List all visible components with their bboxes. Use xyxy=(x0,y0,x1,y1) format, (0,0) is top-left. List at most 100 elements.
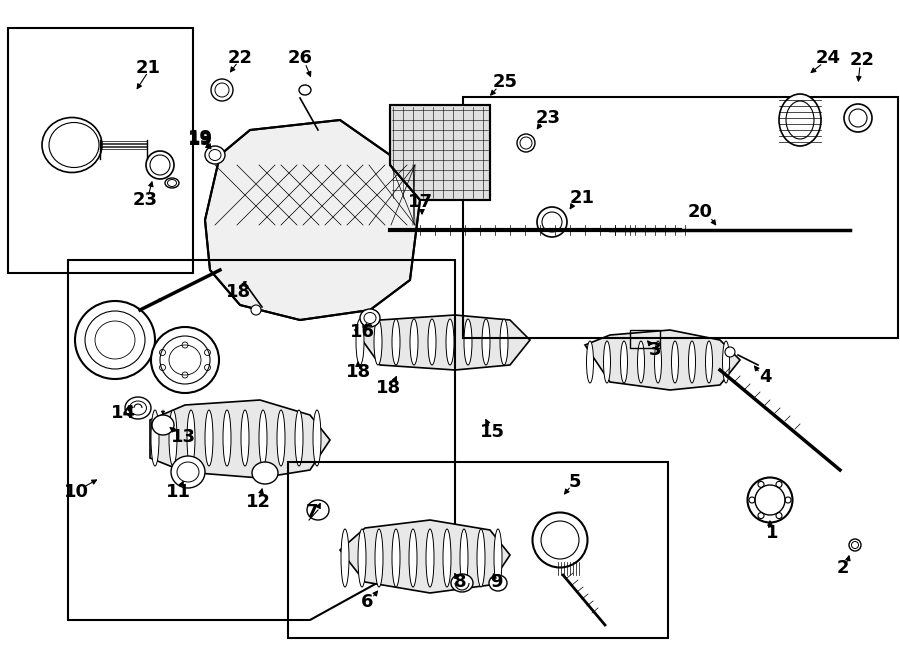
Ellipse shape xyxy=(604,341,610,383)
Ellipse shape xyxy=(299,85,311,95)
Ellipse shape xyxy=(150,155,170,175)
Ellipse shape xyxy=(482,319,490,365)
Ellipse shape xyxy=(165,178,179,188)
Text: 2: 2 xyxy=(837,559,850,577)
Ellipse shape xyxy=(211,79,233,101)
Ellipse shape xyxy=(464,319,472,365)
Ellipse shape xyxy=(460,529,468,587)
Ellipse shape xyxy=(779,94,821,146)
Ellipse shape xyxy=(725,347,735,357)
Polygon shape xyxy=(150,400,330,478)
Ellipse shape xyxy=(392,529,400,587)
Text: 23: 23 xyxy=(536,109,561,127)
Ellipse shape xyxy=(130,401,147,415)
Ellipse shape xyxy=(375,529,383,587)
Text: 18: 18 xyxy=(375,379,401,397)
Bar xyxy=(8,28,193,273)
Text: 4: 4 xyxy=(759,368,771,386)
Ellipse shape xyxy=(849,539,861,551)
Text: 24: 24 xyxy=(815,49,841,67)
Ellipse shape xyxy=(167,180,176,186)
Ellipse shape xyxy=(177,462,199,482)
Ellipse shape xyxy=(187,410,195,466)
Text: 13: 13 xyxy=(170,428,195,446)
Polygon shape xyxy=(340,520,510,593)
Ellipse shape xyxy=(49,122,99,167)
Ellipse shape xyxy=(620,341,627,383)
Text: 11: 11 xyxy=(166,483,191,501)
Ellipse shape xyxy=(160,336,210,384)
Text: 25: 25 xyxy=(492,73,517,91)
Ellipse shape xyxy=(311,125,319,141)
Ellipse shape xyxy=(169,410,177,466)
Ellipse shape xyxy=(215,83,229,97)
Ellipse shape xyxy=(313,410,321,466)
Ellipse shape xyxy=(392,319,400,365)
Text: 21: 21 xyxy=(136,59,160,77)
Ellipse shape xyxy=(849,109,867,127)
Ellipse shape xyxy=(844,104,872,132)
Ellipse shape xyxy=(85,311,145,369)
Ellipse shape xyxy=(520,137,532,149)
Ellipse shape xyxy=(209,149,221,161)
Ellipse shape xyxy=(477,529,485,587)
Text: 22: 22 xyxy=(228,49,253,67)
Ellipse shape xyxy=(42,118,102,173)
Ellipse shape xyxy=(426,529,434,587)
Text: 23: 23 xyxy=(132,191,157,209)
Ellipse shape xyxy=(541,521,579,559)
Ellipse shape xyxy=(723,341,730,383)
Ellipse shape xyxy=(671,341,679,383)
Ellipse shape xyxy=(146,151,174,179)
Ellipse shape xyxy=(259,410,267,466)
Ellipse shape xyxy=(360,309,380,327)
Text: 19: 19 xyxy=(187,129,212,147)
Ellipse shape xyxy=(171,456,205,488)
Ellipse shape xyxy=(341,529,349,587)
Ellipse shape xyxy=(277,410,285,466)
Ellipse shape xyxy=(223,410,231,466)
Ellipse shape xyxy=(205,410,213,466)
Ellipse shape xyxy=(500,319,508,365)
Text: 10: 10 xyxy=(64,483,88,501)
Text: 16: 16 xyxy=(349,323,374,341)
Ellipse shape xyxy=(151,327,219,393)
Ellipse shape xyxy=(517,134,535,152)
Polygon shape xyxy=(205,120,420,320)
Ellipse shape xyxy=(410,319,418,365)
Text: 5: 5 xyxy=(569,473,581,491)
Text: 17: 17 xyxy=(408,193,433,211)
Text: 21: 21 xyxy=(570,189,595,207)
Ellipse shape xyxy=(151,410,159,466)
Ellipse shape xyxy=(755,485,785,515)
Ellipse shape xyxy=(307,500,329,520)
Ellipse shape xyxy=(489,575,507,591)
Ellipse shape xyxy=(358,529,366,587)
Ellipse shape xyxy=(428,319,436,365)
Ellipse shape xyxy=(542,212,562,232)
Ellipse shape xyxy=(295,410,303,466)
Ellipse shape xyxy=(537,207,567,237)
Ellipse shape xyxy=(251,305,261,315)
Ellipse shape xyxy=(95,321,135,359)
Text: 7: 7 xyxy=(306,503,319,521)
Text: 6: 6 xyxy=(361,593,374,611)
Text: 18: 18 xyxy=(225,283,250,301)
Ellipse shape xyxy=(75,301,155,379)
Ellipse shape xyxy=(637,341,644,383)
Ellipse shape xyxy=(786,101,814,139)
Ellipse shape xyxy=(356,319,364,365)
Text: 22: 22 xyxy=(850,51,875,69)
Ellipse shape xyxy=(252,462,278,484)
Ellipse shape xyxy=(851,541,859,549)
Ellipse shape xyxy=(443,529,451,587)
Text: 9: 9 xyxy=(490,573,502,591)
Text: 18: 18 xyxy=(346,363,371,381)
Ellipse shape xyxy=(654,341,662,383)
Ellipse shape xyxy=(494,529,502,587)
Polygon shape xyxy=(585,330,740,390)
Text: 20: 20 xyxy=(688,203,713,221)
Ellipse shape xyxy=(152,415,174,435)
Text: 12: 12 xyxy=(246,493,271,511)
Ellipse shape xyxy=(446,319,454,365)
